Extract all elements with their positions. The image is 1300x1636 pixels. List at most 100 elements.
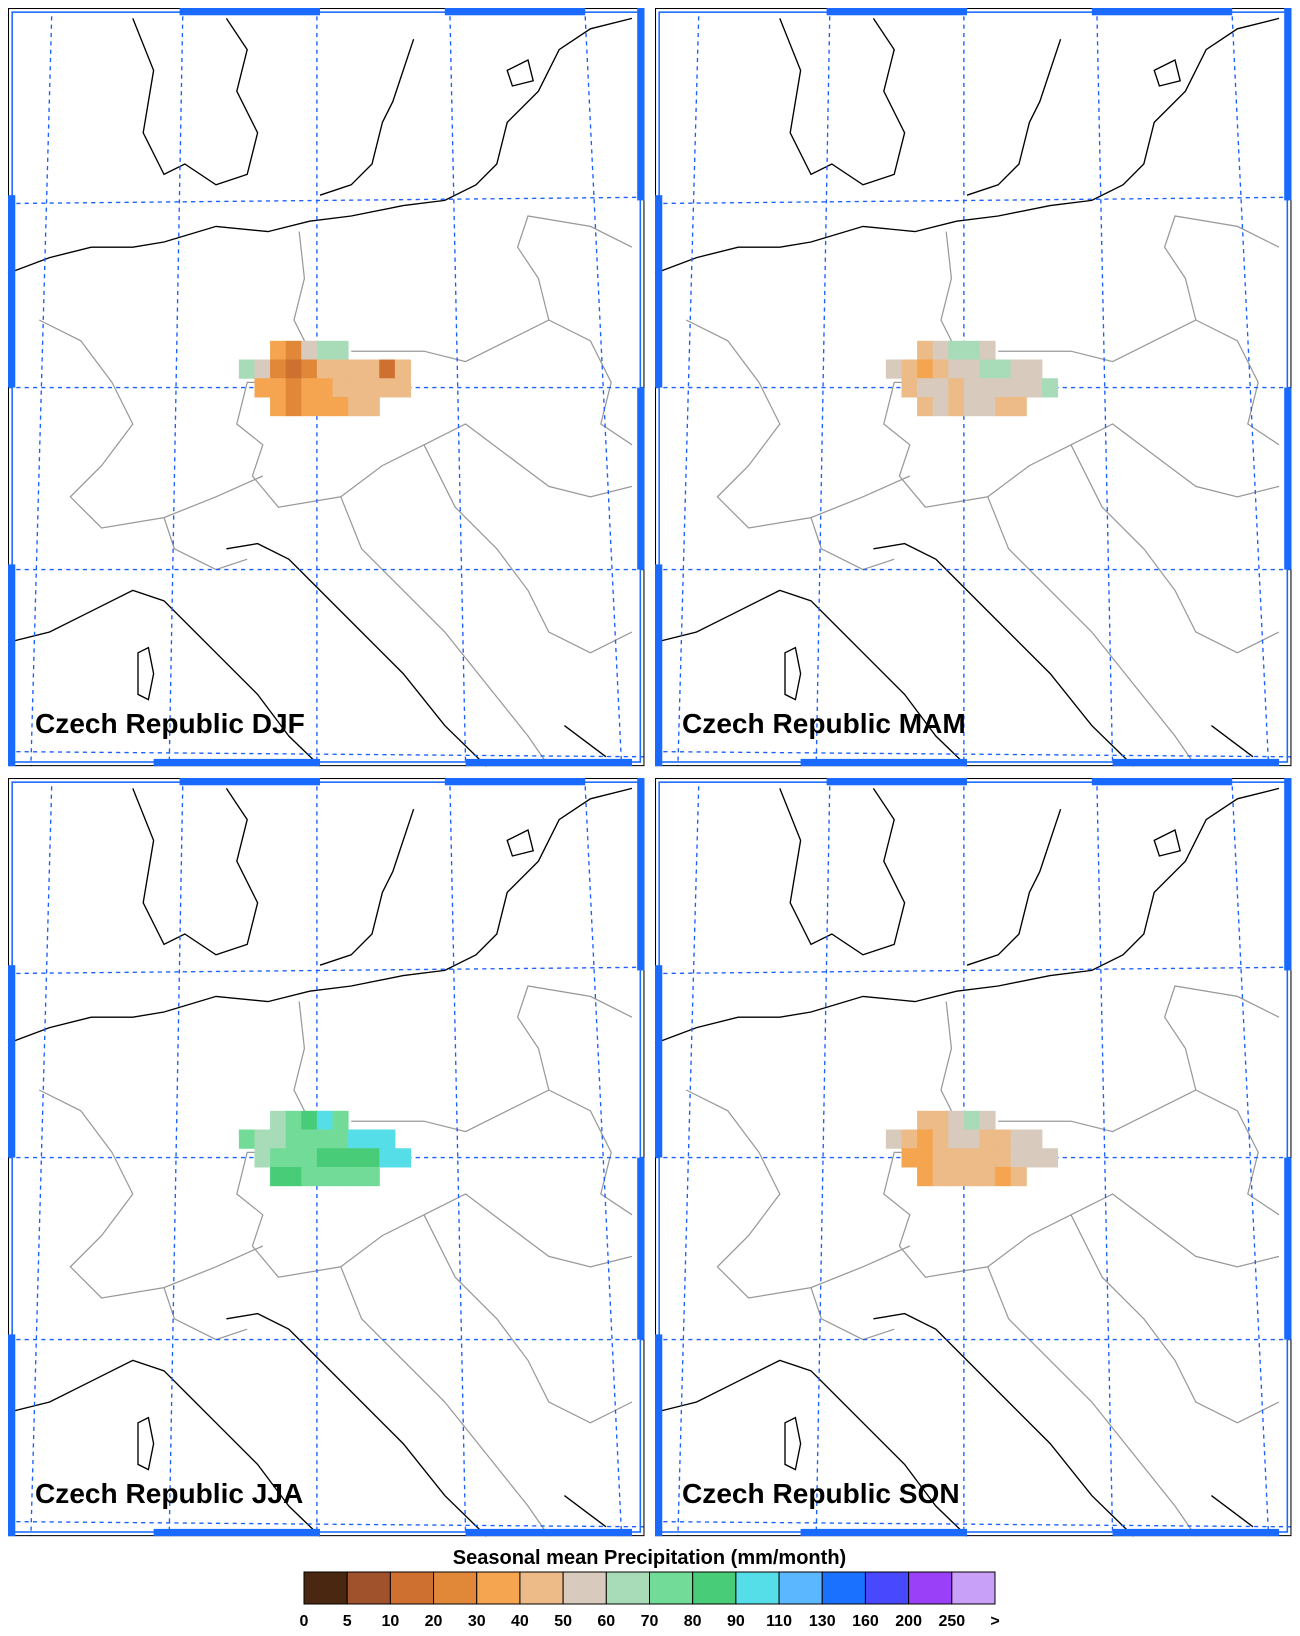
precip-cell [1026, 1129, 1043, 1149]
precip-cell [254, 1129, 271, 1149]
precip-cell [932, 396, 949, 417]
precip-cell [270, 378, 287, 398]
precip-cell [301, 396, 318, 417]
panel-title: Czech Republic MAM [682, 708, 966, 739]
precip-cell [917, 396, 934, 417]
colorbar-label: 200 [895, 1613, 922, 1630]
colorbar-label: 5 [343, 1613, 352, 1630]
precip-cell [995, 1129, 1012, 1149]
colorbar-label: 90 [727, 1613, 745, 1630]
precip-cell [270, 1110, 287, 1131]
precip-cell [932, 1148, 949, 1168]
precip-cell [254, 1148, 271, 1168]
precip-cell [301, 340, 318, 361]
colorbar-label: 30 [468, 1613, 486, 1630]
precip-cell [1010, 396, 1027, 417]
precip-cell [948, 1166, 965, 1187]
precip-cell [332, 1166, 349, 1187]
colorbar-label: 60 [597, 1613, 615, 1630]
precip-cell [979, 340, 996, 361]
colorbar-box [303, 1571, 348, 1605]
precip-cell [285, 378, 302, 398]
precip-cell [979, 396, 996, 417]
precip-cell [379, 378, 396, 398]
colorbar-label: 70 [641, 1613, 659, 1630]
colorbar-box [649, 1571, 694, 1605]
precip-cell [979, 359, 996, 379]
precip-cell [948, 1148, 965, 1168]
colorbar-box [519, 1571, 564, 1605]
colorbar-box [821, 1571, 866, 1605]
colorbar-label: 80 [684, 1613, 702, 1630]
precip-cell [1010, 378, 1027, 398]
colorbar-title: Seasonal mean Precipitation (mm/month) [453, 1547, 846, 1569]
precip-cell [963, 340, 980, 361]
precip-cell [917, 340, 934, 361]
precip-cell [1010, 1129, 1027, 1149]
precip-cell [316, 1129, 333, 1149]
precip-cell [885, 1129, 902, 1149]
colorbar-label: > [990, 1613, 999, 1630]
precip-cell [963, 1148, 980, 1168]
precip-cell [348, 1148, 365, 1168]
precip-cell [301, 1129, 318, 1149]
precip-cell [979, 1129, 996, 1149]
precip-cell [332, 1129, 349, 1149]
precip-cell [1041, 378, 1058, 398]
precip-cell [238, 359, 255, 379]
colorbar-box [433, 1571, 478, 1605]
map-panel: Czech Republic MAM [654, 7, 1293, 767]
precip-cell [995, 1148, 1012, 1168]
precip-grid [238, 340, 411, 417]
precip-cell [348, 1166, 365, 1187]
precip-cell [932, 1129, 949, 1149]
precip-cell [285, 1110, 302, 1131]
precip-cell [917, 359, 934, 379]
precip-cell [901, 1148, 918, 1168]
precip-cell [316, 1148, 333, 1168]
precip-cell [948, 1110, 965, 1131]
precip-cell [1026, 359, 1043, 379]
precip-cell [363, 1166, 380, 1187]
colorbar-label: 10 [381, 1613, 399, 1630]
precip-cell [995, 1166, 1012, 1187]
precip-cell [932, 378, 949, 398]
precip-cell [917, 1110, 934, 1131]
precip-cell [932, 359, 949, 379]
precip-cell [285, 1129, 302, 1149]
precip-cell [963, 378, 980, 398]
colorbar-box [476, 1571, 521, 1605]
precip-cell [1010, 1166, 1027, 1187]
precip-cell [1010, 1148, 1027, 1168]
colorbar-label: 0 [300, 1613, 309, 1630]
precip-cell [301, 1110, 318, 1131]
panel-title: Czech Republic SON [682, 1478, 960, 1509]
precip-cell [332, 359, 349, 379]
precip-cell [901, 378, 918, 398]
precip-cell [379, 1148, 396, 1168]
precip-cell [270, 1166, 287, 1187]
precip-cell [948, 378, 965, 398]
colorbar-label: 250 [938, 1613, 965, 1630]
precip-cell [285, 396, 302, 417]
precip-cell [332, 1110, 349, 1131]
colorbar-box [389, 1571, 435, 1605]
precip-cell [238, 1129, 255, 1149]
colorbar-box [562, 1571, 607, 1605]
precip-cell [316, 359, 333, 379]
precip-cell [348, 378, 365, 398]
map-panel: Czech Republic DJF [7, 7, 646, 767]
colorbar-label: 50 [554, 1613, 572, 1630]
precip-cell [285, 340, 302, 361]
precip-cell [316, 378, 333, 398]
precip-cell [394, 378, 411, 398]
precip-cell [363, 1148, 380, 1168]
colorbar-box [778, 1571, 823, 1605]
precip-cell [301, 1148, 318, 1168]
precip-cell [979, 1110, 996, 1131]
precip-grid [238, 1110, 411, 1187]
precip-cell [316, 340, 333, 361]
precip-cell [301, 1166, 318, 1187]
colorbar-box [908, 1571, 953, 1605]
precip-cell [316, 1166, 333, 1187]
